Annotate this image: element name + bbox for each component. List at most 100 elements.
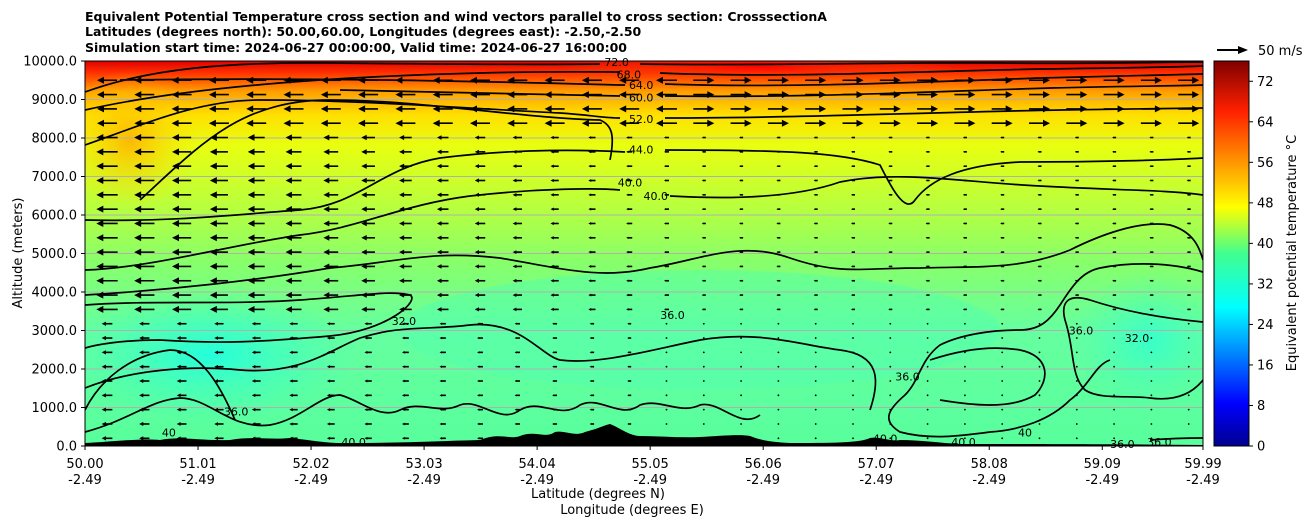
wind-vector <box>589 408 595 411</box>
wind-vector-head <box>1074 294 1077 296</box>
wind-vector <box>289 322 298 326</box>
colorbar-tick-label: 8 <box>1257 399 1265 414</box>
wind-vector-head <box>247 277 255 285</box>
wind-vector <box>626 293 633 297</box>
wind-vector <box>439 437 446 440</box>
wind-vector-head <box>172 248 180 256</box>
wind-vector <box>851 151 855 153</box>
wind-vector <box>581 105 602 113</box>
wind-vector-head <box>1112 179 1114 182</box>
wind-vector <box>1075 423 1078 425</box>
wind-vector-head <box>514 336 517 340</box>
wind-vector-head <box>739 308 741 311</box>
wind-vector <box>776 294 781 296</box>
wind-vector-head <box>320 105 328 113</box>
contour-line <box>929 347 1046 406</box>
wind-vector-head <box>588 207 592 211</box>
wind-vector <box>1075 437 1078 440</box>
wind-vector <box>514 351 520 354</box>
wind-vector <box>813 136 818 139</box>
wind-vector-head <box>474 264 479 269</box>
wind-vector-head <box>739 151 741 153</box>
wind-vector-head <box>285 234 292 241</box>
wind-vector <box>888 294 893 296</box>
wind-vector <box>740 322 742 325</box>
wind-vector <box>507 91 528 99</box>
wind-vector-head <box>819 76 827 84</box>
wind-vector <box>550 236 559 240</box>
wind-vector-head <box>1037 222 1040 225</box>
wind-vector <box>97 119 117 127</box>
wind-vector <box>739 294 744 296</box>
wind-vector-head <box>1112 222 1114 225</box>
wind-vector <box>436 278 449 284</box>
wind-vector <box>851 194 855 196</box>
wind-vector-head <box>707 105 715 113</box>
wind-vector <box>172 148 192 156</box>
wind-vector <box>777 365 780 368</box>
wind-vector <box>1000 294 1005 296</box>
wind-vector-head <box>588 265 592 268</box>
wind-vector <box>664 136 669 139</box>
contour-line <box>119 78 626 86</box>
wind-vector <box>364 350 372 354</box>
wind-vector-head <box>701 279 704 282</box>
wind-vector-head <box>285 263 292 270</box>
wind-vector <box>101 350 113 355</box>
wind-vector <box>364 322 372 326</box>
wind-vector <box>851 294 855 296</box>
wind-vector-head <box>552 337 555 340</box>
wind-vector-head <box>214 350 218 355</box>
wind-vector <box>888 251 893 253</box>
wind-vector <box>701 179 706 182</box>
wind-vector-head <box>285 291 292 299</box>
wind-vector-head <box>851 294 853 296</box>
wind-vector-head <box>361 163 367 169</box>
wind-vector <box>1140 91 1162 99</box>
wind-vector <box>246 105 267 113</box>
wind-vector <box>209 205 228 213</box>
wind-vector <box>401 393 409 397</box>
wind-vector <box>702 322 705 325</box>
wind-vector <box>1000 222 1005 225</box>
colorbar-tick-label: 32 <box>1257 277 1274 292</box>
wind-vector-head <box>289 422 293 426</box>
wind-vector <box>172 162 192 170</box>
wind-vector <box>1140 76 1162 84</box>
wind-vector <box>96 177 118 185</box>
wind-vector <box>852 351 854 354</box>
wind-vector <box>730 105 752 113</box>
wind-vector-head <box>781 76 789 84</box>
wind-vector <box>777 337 780 339</box>
wind-vector-head <box>326 336 331 340</box>
wind-vector <box>285 148 302 156</box>
wind-vector-head <box>893 76 901 84</box>
wind-vector <box>323 263 339 270</box>
wind-vector <box>739 265 744 268</box>
wind-vector <box>665 394 668 397</box>
wind-vector-head <box>323 191 330 198</box>
contour-label: 32.0 <box>1125 332 1150 345</box>
wind-vector-head <box>285 177 292 184</box>
wind-vector <box>323 148 339 155</box>
wind-vector-head <box>962 279 965 282</box>
wind-vector <box>1150 351 1153 354</box>
wind-vector-head <box>739 279 741 282</box>
wind-vector <box>436 307 449 312</box>
wind-vector-head <box>247 291 255 299</box>
wind-vector-head <box>139 421 144 427</box>
wind-vector <box>954 105 976 113</box>
wind-vector <box>991 91 1013 99</box>
wind-vector-head <box>209 177 217 185</box>
wind-vector <box>477 394 483 397</box>
wind-vector <box>176 350 187 355</box>
wind-vector <box>1037 136 1042 139</box>
wind-vector-head <box>401 422 405 426</box>
wind-vector <box>96 219 118 227</box>
wind-vector <box>701 251 706 253</box>
wind-vector-head <box>1000 179 1002 182</box>
wind-vector-head <box>512 164 517 169</box>
wind-vector <box>627 380 632 382</box>
wind-vector <box>664 165 669 168</box>
